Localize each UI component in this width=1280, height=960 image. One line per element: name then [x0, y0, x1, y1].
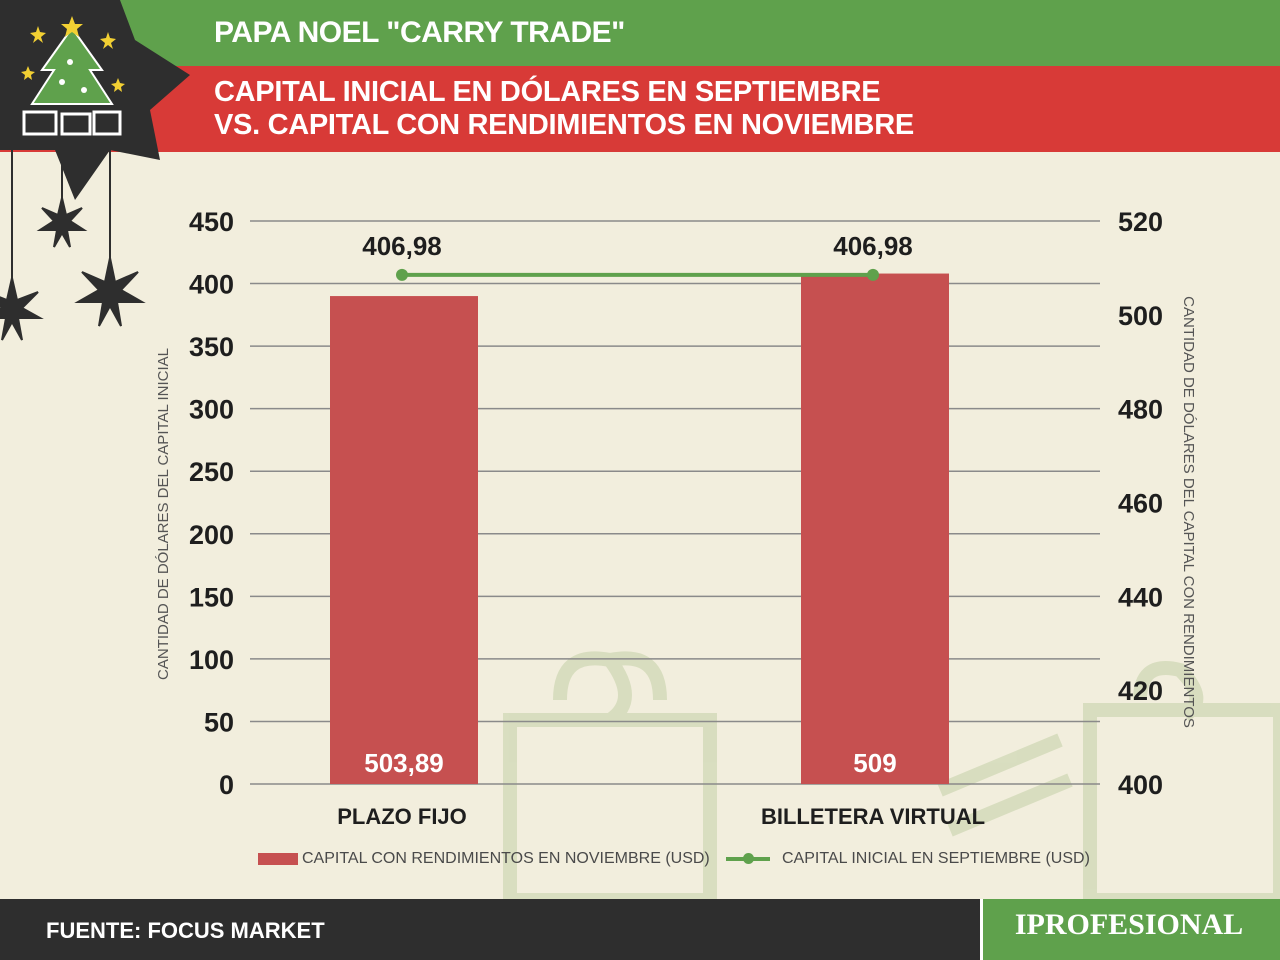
- source-text: FUENTE: FOCUS MARKET: [46, 918, 325, 943]
- legend-item-line: CAPITAL INICIAL EN SEPTIEMBRE (USD): [726, 850, 1090, 868]
- left-tick-label: 150: [189, 582, 234, 612]
- right-tick-label: 420: [1118, 676, 1163, 706]
- left-tick-label: 200: [189, 520, 234, 550]
- star-icon: [21, 26, 125, 92]
- bar: [801, 273, 949, 784]
- subtitle-band: [0, 66, 1280, 152]
- left-tick-label: 400: [189, 270, 234, 300]
- subtitle-line-1: CAPITAL INICIAL EN DÓLARES EN SEPTIEMBRE: [214, 76, 881, 108]
- left-tick-label: 450: [189, 207, 234, 237]
- line-series: 406,98 406,98: [362, 231, 913, 281]
- line-value-label: 406,98: [362, 231, 442, 261]
- left-tick-label: 100: [189, 645, 234, 675]
- right-tick-label: 440: [1118, 582, 1163, 612]
- footer-brand-block: [980, 899, 1280, 960]
- right-tick-label: 400: [1118, 770, 1163, 800]
- title-band: [0, 0, 1280, 66]
- left-tick-label: 350: [189, 332, 234, 362]
- watermark-gifts: [503, 651, 1280, 900]
- left-tick-label: 250: [189, 457, 234, 487]
- legend-item-bars: CAPITAL CON RENDIMIENTOS EN NOVIEMBRE (U…: [258, 850, 710, 868]
- left-tick-label: 50: [204, 707, 234, 737]
- left-tick-label: 0: [219, 770, 234, 800]
- bar-line-chart: 0 50 100 150 200 250 300 350 400 450 400 420 440 460…: [155, 207, 1280, 900]
- legend-bar-swatch: [258, 853, 298, 865]
- x-tick-label: PLAZO FIJO: [337, 804, 467, 829]
- right-axis-ticks: 400 420 440 460 480 500 520: [1118, 207, 1163, 800]
- christmas-tree-icon: [30, 16, 114, 105]
- x-axis-labels: PLAZO FIJO BILLETERA VIRTUAL: [337, 804, 985, 829]
- bar-value-label: 503,89: [364, 748, 444, 778]
- legend-label-bars: CAPITAL CON RENDIMIENTOS EN NOVIEMBRE (U…: [302, 850, 710, 867]
- subtitle-line-2: VS. CAPITAL CON RENDIMIENTOS EN NOVIEMBR…: [214, 109, 914, 141]
- bar: [330, 296, 478, 784]
- page-subtitle: CAPITAL INICIAL EN DÓLARES EN SEPTIEMBRE…: [214, 76, 914, 142]
- legend-label-line: CAPITAL INICIAL EN SEPTIEMBRE (USD): [782, 850, 1090, 867]
- legend-line-swatch: [726, 853, 770, 864]
- left-axis-ticks: 0 50 100 150 200 250 300 350 400 450: [189, 207, 234, 800]
- right-tick-label: 520: [1118, 207, 1163, 237]
- left-axis-label: CANTIDAD DE DÓLARES DEL CAPITAL INICIAL: [155, 348, 172, 680]
- x-tick-label: BILLETERA VIRTUAL: [761, 804, 985, 829]
- left-tick-label: 300: [189, 395, 234, 425]
- line-point: [867, 268, 879, 281]
- page-title: PAPA NOEL "CARRY TRADE": [214, 16, 625, 49]
- brand-logo-text: IPROFESIONAL: [1014, 908, 1244, 941]
- right-tick-label: 500: [1118, 301, 1163, 331]
- right-axis-label: CANTIDAD DE DÓLARES DEL CAPITAL CON REND…: [1180, 296, 1197, 728]
- bar-value-label: 509: [853, 748, 896, 778]
- hanging-star-icon: [0, 150, 146, 341]
- right-tick-label: 460: [1118, 489, 1163, 519]
- christmas-decoration: [0, 0, 190, 341]
- right-tick-label: 480: [1118, 395, 1163, 425]
- line-value-label: 406,98: [833, 231, 913, 261]
- legend: CAPITAL CON RENDIMIENTOS EN NOVIEMBRE (U…: [258, 850, 1138, 872]
- gift-icon: [22, 110, 122, 136]
- line-point: [396, 268, 408, 281]
- bars: 503,89 509: [330, 273, 949, 784]
